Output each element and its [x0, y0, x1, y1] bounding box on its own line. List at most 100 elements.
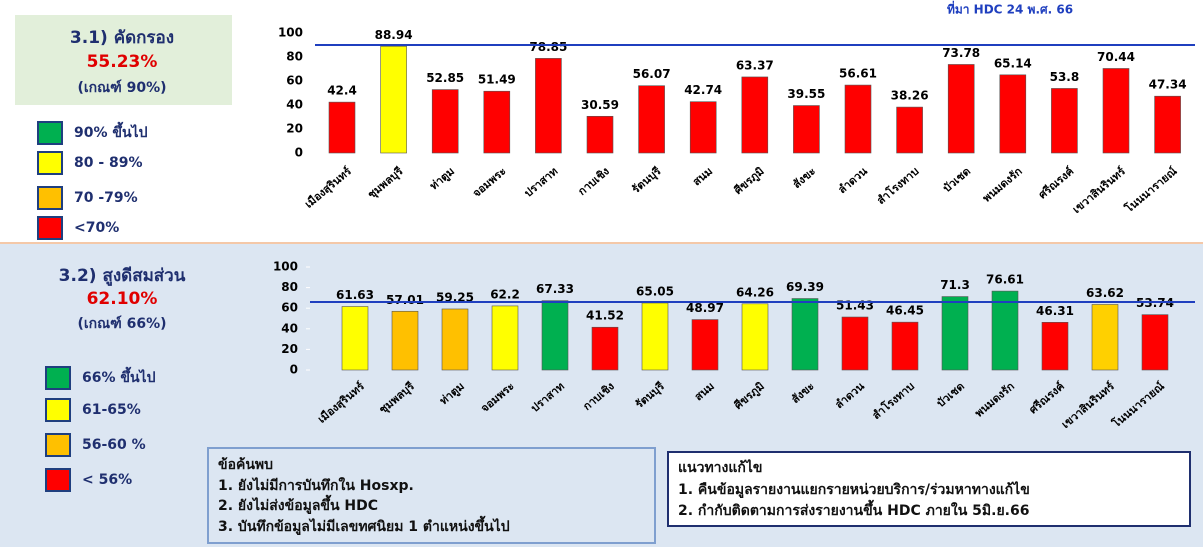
bar — [942, 297, 968, 370]
bar — [842, 317, 868, 370]
value-label: 46.31 — [1036, 304, 1074, 318]
value-label: 53.8 — [1050, 70, 1080, 84]
bar — [542, 301, 568, 370]
bar — [442, 309, 468, 370]
value-label: 48.97 — [686, 301, 724, 315]
value-label: 41.52 — [586, 309, 624, 323]
bar — [381, 46, 407, 153]
value-label: 63.37 — [736, 58, 774, 72]
value-label: 47.34 — [1149, 78, 1187, 92]
value-label: 63.62 — [1086, 286, 1124, 300]
y-tick-label: 100 — [278, 26, 303, 40]
panel-title: 3.2) สูงดีสมส่วน — [59, 265, 186, 287]
value-label: 39.55 — [787, 87, 825, 101]
legend-swatch — [38, 217, 62, 239]
legend-label: 70 -79% — [74, 190, 138, 206]
value-label: 42.74 — [684, 83, 722, 97]
legend-label: 56-60 % — [82, 437, 146, 453]
bar — [1142, 315, 1168, 370]
bar — [1042, 322, 1068, 370]
value-label: 46.45 — [886, 304, 924, 318]
legend-label: 80 - 89% — [74, 155, 143, 171]
finding: 1. ยังไม่มีการบันทึกใน Hosxp. — [218, 476, 414, 494]
bar — [1092, 304, 1118, 370]
value-label: 73.78 — [942, 46, 980, 60]
value-label: 30.59 — [581, 98, 619, 112]
y-tick-label: 80 — [281, 280, 298, 294]
legend-swatch — [38, 152, 62, 174]
bar — [639, 86, 665, 153]
bar — [492, 306, 518, 370]
value-label: 56.07 — [633, 67, 671, 81]
legend-label: <70% — [74, 220, 119, 236]
y-tick-label: 60 — [281, 301, 298, 315]
bar — [742, 77, 768, 153]
solution: 1. คืนข้อมูลรายงานแยกรายหน่วยบริการ/ร่วม… — [678, 480, 1030, 498]
bar — [392, 311, 418, 370]
legend-swatch — [46, 469, 70, 491]
bar — [587, 116, 613, 153]
bar — [1103, 68, 1129, 153]
legend-label: 61-65% — [82, 402, 141, 418]
legend-label: < 56% — [82, 472, 132, 488]
value-label: 51.43 — [836, 299, 874, 313]
bar — [845, 85, 871, 153]
value-label: 65.14 — [994, 56, 1032, 70]
value-label: 62.2 — [490, 287, 520, 301]
panel-criterion: (เกณฑ์ 90%) — [77, 79, 166, 96]
value-label: 38.26 — [891, 89, 929, 103]
legend-swatch — [38, 122, 62, 144]
bar — [642, 303, 668, 370]
value-label: 69.39 — [786, 280, 824, 294]
value-label: 65.05 — [636, 284, 674, 298]
y-tick-label: 20 — [281, 342, 298, 356]
value-label: 57.01 — [386, 293, 424, 307]
bar — [535, 58, 561, 153]
bar — [342, 307, 368, 370]
bar — [742, 304, 768, 370]
bar — [432, 90, 458, 153]
value-label: 53.74 — [1136, 296, 1174, 310]
value-label: 71.3 — [940, 278, 970, 292]
bar — [329, 102, 355, 153]
bar — [792, 299, 818, 370]
value-label: 67.33 — [536, 282, 574, 296]
value-label: 56.61 — [839, 67, 877, 81]
legend-swatch — [46, 399, 70, 421]
value-label: 76.61 — [986, 273, 1024, 287]
bar — [484, 91, 510, 153]
value-label: 70.44 — [1097, 50, 1135, 64]
findings-title: ข้อค้นพบ — [218, 457, 273, 473]
slide: ที่มา HDC 24 พ.ศ. 66 ข้อค้นพบ 1. ยังไม่ม… — [0, 0, 1203, 547]
y-tick-label: 20 — [286, 122, 303, 136]
source: ที่มา HDC 24 พ.ศ. 66 — [947, 1, 1073, 17]
bar — [692, 320, 718, 370]
value-label: 51.49 — [478, 73, 516, 87]
bar — [793, 106, 819, 153]
y-tick-label: 40 — [286, 98, 303, 112]
y-tick-label: 0 — [290, 363, 298, 377]
y-tick-label: 80 — [286, 50, 303, 64]
y-tick-label: 0 — [295, 146, 303, 160]
value-label: 52.85 — [426, 71, 464, 85]
y-tick-label: 100 — [273, 260, 298, 274]
bar — [897, 107, 923, 153]
y-tick-label: 40 — [281, 321, 298, 335]
bar — [948, 64, 974, 153]
y-tick-label: 60 — [286, 74, 303, 88]
bar — [592, 327, 618, 370]
legend-swatch — [38, 187, 62, 209]
legend-swatch — [46, 367, 70, 389]
legend-swatch — [46, 434, 70, 456]
bar — [690, 102, 716, 153]
solutions-title: แนวทางแก้ไข — [678, 458, 763, 476]
panel-title: 3.1) คัดกรอง — [70, 28, 174, 48]
value-label: 78.85 — [529, 40, 567, 54]
panel-summary: 55.23% — [87, 52, 158, 72]
bar — [1155, 96, 1181, 153]
value-label: 64.26 — [736, 285, 774, 299]
value-label: 61.63 — [336, 288, 374, 302]
bar — [1051, 88, 1077, 153]
panel-criterion: (เกณฑ์ 66%) — [77, 315, 166, 332]
bar — [1000, 75, 1026, 153]
